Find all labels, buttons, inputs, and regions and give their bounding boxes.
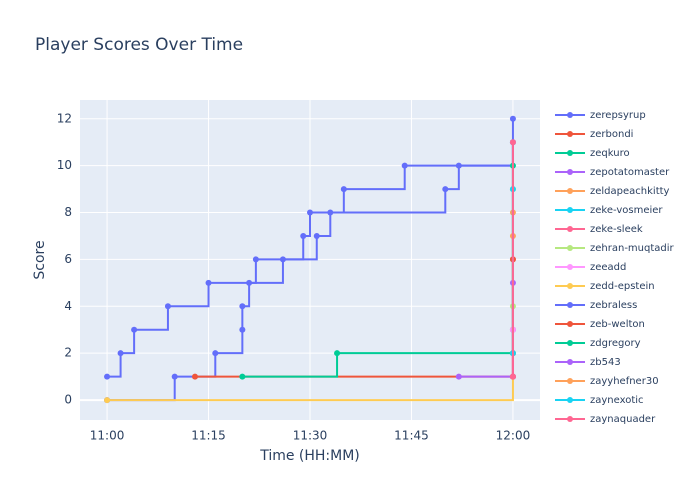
legend-marker (567, 245, 573, 251)
legend-marker (567, 226, 573, 232)
y-tick-label: 0 (64, 393, 72, 407)
series-line (107, 142, 514, 402)
data-point (239, 303, 246, 310)
data-point (300, 232, 307, 239)
legend-marker (567, 416, 573, 422)
legend-marker (567, 283, 573, 289)
legend-label: zepotatomaster (590, 167, 670, 178)
data-point (104, 397, 111, 404)
data-point (104, 373, 111, 380)
legend-label: zebraless (590, 300, 637, 311)
data-point (509, 139, 516, 146)
data-point (252, 256, 259, 263)
legend-label: zeldapeachkitty (590, 186, 670, 197)
legend-marker (567, 264, 573, 270)
legend-marker (567, 131, 573, 137)
legend-label: zdgregory (590, 338, 641, 349)
data-point (442, 186, 449, 193)
y-tick-label: 8 (64, 205, 72, 219)
legend-marker (567, 188, 573, 194)
legend-marker (567, 340, 573, 346)
legend-label: zerbondi (590, 129, 633, 140)
legend-marker (567, 150, 573, 156)
legend-label: zayyhefner30 (590, 376, 659, 387)
legend-marker (567, 397, 573, 403)
data-point (239, 373, 246, 380)
x-tick-label: 12:00 (496, 429, 531, 443)
legend-label: zerepsyrup (590, 110, 646, 121)
legend-label: zaynaquader (590, 414, 656, 425)
y-tick-label: 12 (57, 111, 72, 125)
x-tick-label: 11:45 (394, 429, 429, 443)
legend-label: zeb-welton (590, 319, 645, 330)
data-point (212, 350, 219, 357)
legend-marker (567, 378, 573, 384)
legend-marker (567, 169, 573, 175)
data-point (401, 162, 408, 169)
legend: zerepsyrup zerbondi zeqkuro zepotatomaster z… (555, 110, 675, 425)
data-point (334, 350, 341, 357)
legend-label: zeeadd (590, 262, 626, 273)
y-tick-label: 6 (64, 252, 72, 266)
legend-marker (567, 321, 573, 327)
legend-marker (567, 207, 573, 213)
data-point (313, 232, 320, 239)
data-point (455, 373, 462, 380)
legend-label: zehran-muqtadir (590, 243, 675, 254)
chart-title: Player Scores Over Time (35, 35, 243, 55)
legend-marker (567, 302, 573, 308)
y-tick-label: 10 (57, 158, 72, 172)
series-line (107, 376, 514, 402)
legend-marker (567, 359, 573, 365)
legend-label: zedd-epstein (590, 281, 655, 292)
data-point (509, 115, 516, 122)
data-point (192, 373, 198, 380)
y-axis-label: Score (32, 240, 48, 279)
x-tick-label: 11:30 (293, 429, 328, 443)
legend-marker (567, 112, 573, 118)
legend-label: zeke-sleek (590, 224, 643, 235)
x-axis-label: Time (HH:MM) (259, 448, 360, 464)
y-tick-label: 4 (64, 299, 72, 313)
legend-label: zaynexotic (590, 395, 644, 406)
data-point (164, 303, 171, 310)
data-point (171, 373, 178, 380)
legend-label: zb543 (590, 357, 621, 368)
data-point (509, 373, 516, 380)
data-point (340, 186, 347, 193)
legend-label: zeke-vosmeier (590, 205, 663, 216)
x-tick-label: 11:15 (191, 429, 226, 443)
data-point (205, 279, 212, 286)
data-point (131, 326, 138, 333)
data-point (307, 209, 313, 216)
data-point (117, 350, 124, 357)
y-tick-label: 2 (64, 346, 72, 360)
legend-label: zeqkuro (590, 148, 630, 159)
x-tick-label: 11:00 (90, 429, 125, 443)
data-point (239, 326, 246, 333)
series-layer (104, 115, 516, 404)
